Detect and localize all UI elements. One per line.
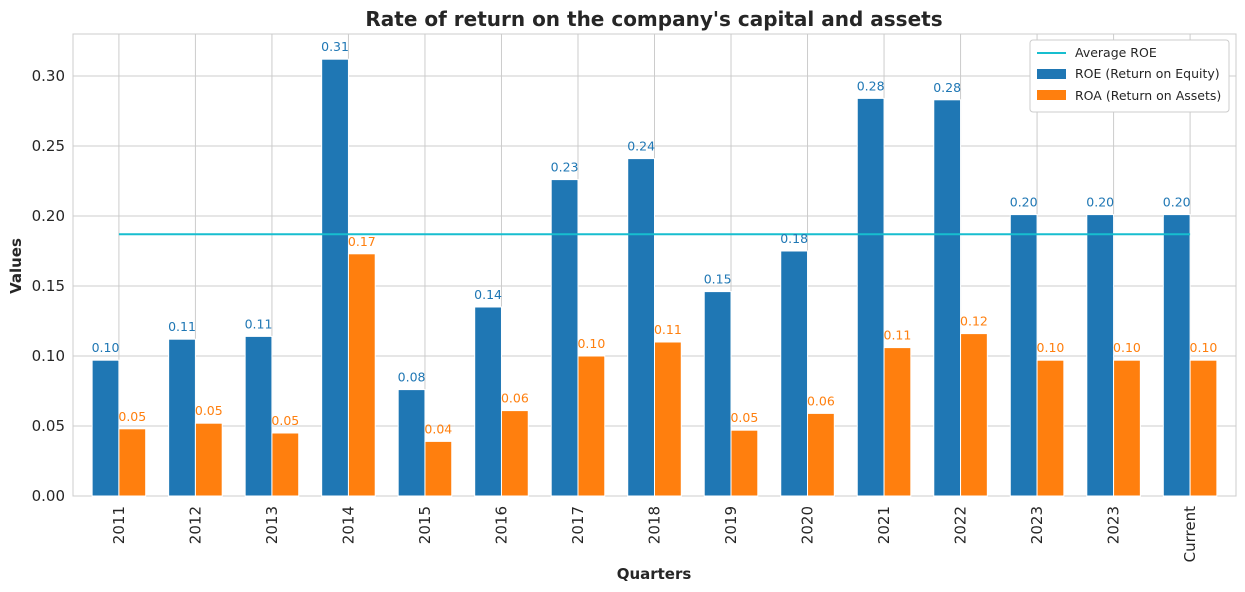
x-tick-label: 2023 <box>1028 506 1046 544</box>
x-tick-label: 2013 <box>263 506 281 544</box>
roe-bar-value-label: 0.28 <box>933 80 961 95</box>
x-tick-label: 2021 <box>875 506 893 544</box>
x-tick-label: 2015 <box>416 506 434 544</box>
roa-bar <box>118 428 147 497</box>
legend-roe-label: ROE (Return on Equity) <box>1075 66 1220 81</box>
y-tick-label: 0.30 <box>32 67 65 85</box>
roa-bar <box>654 341 682 497</box>
roe-bar <box>856 97 885 497</box>
roe-bar <box>244 335 273 497</box>
y-tick-label: 0.10 <box>32 347 65 365</box>
roa-bar <box>730 429 759 497</box>
roa-bar-value-label: 0.06 <box>501 391 529 406</box>
roe-bar <box>91 359 120 497</box>
roe-bar <box>321 58 349 497</box>
roe-bar <box>397 389 426 497</box>
roe-bar-value-label: 0.18 <box>780 231 808 246</box>
x-axis-label: Quarters <box>617 565 692 583</box>
roe-bar <box>1162 214 1191 497</box>
y-axis-label: Values <box>7 238 25 294</box>
roa-bar <box>1189 359 1218 497</box>
roe-bar-value-label: 0.24 <box>627 139 655 154</box>
x-tick-label: 2020 <box>799 506 817 544</box>
roe-bar-value-label: 0.23 <box>551 160 579 175</box>
roe-bar-value-label: 0.11 <box>245 316 273 331</box>
roe-bar <box>703 291 732 497</box>
roa-bar <box>883 347 912 497</box>
roa-bar-value-label: 0.11 <box>884 328 912 343</box>
roa-bar-value-label: 0.06 <box>807 393 835 408</box>
x-tick-label: 2022 <box>952 506 970 544</box>
ticks-layer: 0.00 0.05 0.10 0.15 0.20 0.25 0.30 2011 2012 2013… <box>32 67 1199 562</box>
x-tick-label: 2018 <box>646 506 664 544</box>
roe-bar <box>168 338 196 497</box>
roe-bar-value-label: 0.20 <box>1010 195 1038 210</box>
x-tick-label: 2012 <box>186 506 204 544</box>
bar-labels-layer: 0.10 0.11 0.11 0.31 0.08 0.14 0.23 0.24 0.15 0.18… <box>92 39 1218 436</box>
y-tick-label: 0.15 <box>32 277 65 295</box>
roe-bar-value-label: 0.08 <box>398 370 426 385</box>
roe-bar <box>627 158 656 497</box>
roa-bar <box>424 440 453 497</box>
roa-bar-value-label: 0.05 <box>195 403 223 418</box>
roe-bar <box>1086 214 1115 497</box>
bars-layer <box>91 58 1218 497</box>
roe-bar <box>780 250 809 497</box>
x-tick-label: 2019 <box>722 506 740 544</box>
roa-bar-value-label: 0.12 <box>960 314 988 329</box>
roa-bar <box>1036 359 1065 497</box>
roe-bar-value-label: 0.28 <box>857 78 885 93</box>
roe-bar-value-label: 0.11 <box>168 319 196 334</box>
roe-bar-value-label: 0.20 <box>1086 195 1114 210</box>
roe-bar <box>1009 214 1038 497</box>
x-tick-label: 2023 <box>1105 506 1123 544</box>
roa-bar <box>271 432 300 497</box>
y-tick-label: 0.25 <box>32 137 65 155</box>
roe-bar <box>933 99 962 497</box>
roa-bar <box>577 355 606 497</box>
roa-bar-value-label: 0.10 <box>577 336 605 351</box>
x-tick-label: Current <box>1181 506 1199 562</box>
y-tick-label: 0.20 <box>32 207 65 225</box>
roa-bar <box>194 422 223 497</box>
legend-roa-swatch <box>1037 90 1066 100</box>
roe-bar-value-label: 0.15 <box>704 272 732 287</box>
roa-bar <box>960 333 988 497</box>
roa-bar-value-label: 0.05 <box>271 413 299 428</box>
roa-bar-value-label: 0.10 <box>1037 340 1065 355</box>
x-tick-label: 2016 <box>492 506 510 544</box>
legend-roe-swatch <box>1037 69 1066 79</box>
roe-bar-value-label: 0.10 <box>92 340 120 355</box>
legend-frame <box>1029 39 1230 113</box>
x-tick-label: 2011 <box>110 506 128 544</box>
roa-bar-value-label: 0.10 <box>1190 340 1218 355</box>
y-tick-label: 0.00 <box>32 487 65 505</box>
roa-bar <box>500 410 529 497</box>
y-tick-label: 0.05 <box>32 417 65 435</box>
roa-bar-value-label: 0.17 <box>348 234 376 249</box>
roa-bar-value-label: 0.11 <box>654 322 682 337</box>
roa-bar-value-label: 0.05 <box>118 409 146 424</box>
roe-bar-value-label: 0.20 <box>1163 195 1191 210</box>
x-tick-label: 2014 <box>339 506 357 544</box>
chart-title: Rate of return on the company's capital … <box>365 7 942 31</box>
x-tick-label: 2017 <box>569 506 587 544</box>
roe-bar-value-label: 0.14 <box>474 287 502 302</box>
legend-roa-label: ROA (Return on Assets) <box>1075 88 1221 103</box>
roa-bar-value-label: 0.05 <box>730 410 758 425</box>
roa-bar-value-label: 0.04 <box>424 421 452 436</box>
legend-average-roe-label: Average ROE <box>1075 45 1157 60</box>
roa-bar-value-label: 0.10 <box>1113 340 1141 355</box>
roe-bar <box>550 179 579 497</box>
roa-bar <box>347 253 376 497</box>
roe-bar-value-label: 0.31 <box>321 39 349 54</box>
roe-bar <box>474 306 502 497</box>
roa-bar <box>1113 359 1141 497</box>
legend: Average ROE ROE (Return on Equity) ROA (… <box>1029 39 1230 113</box>
roa-bar <box>807 412 835 497</box>
